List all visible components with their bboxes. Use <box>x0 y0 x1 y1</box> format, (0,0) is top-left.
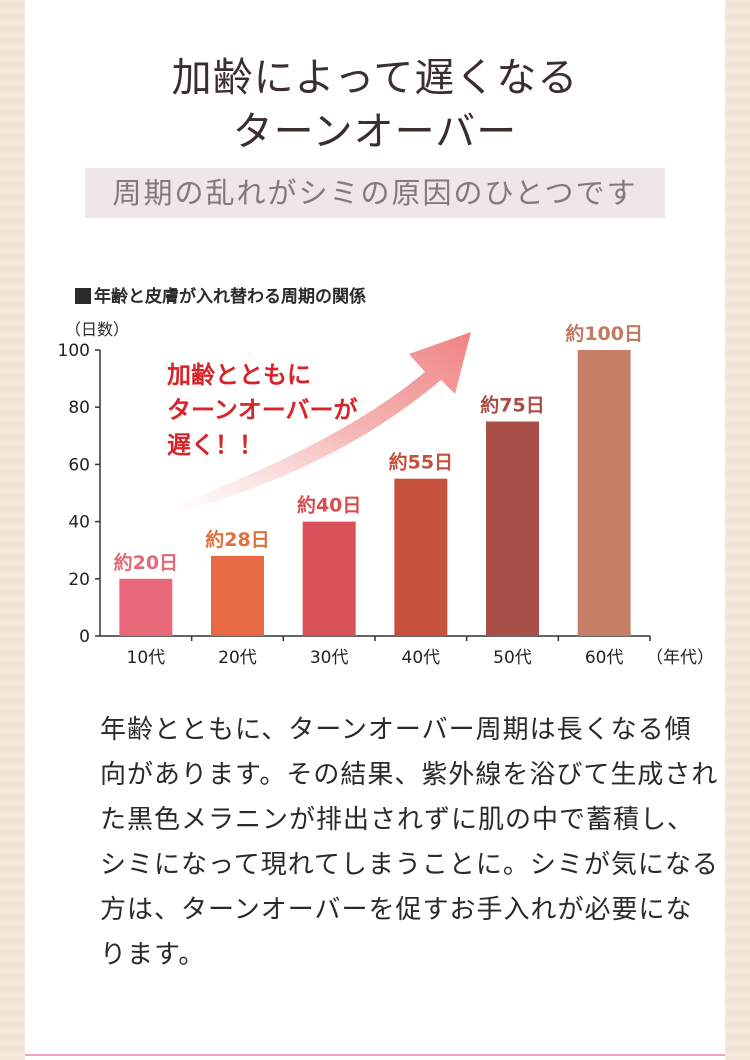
description-line: 年齢とともに、ターンオーバー周期は長くなる傾 <box>100 715 692 745</box>
x-tick-label: 10代 <box>127 648 166 668</box>
bar-40代 <box>394 478 448 636</box>
callout-line1: 加齢とともに <box>167 361 311 389</box>
bar-10代 <box>119 578 173 636</box>
page-title-line1: 加齢によって遅くなる <box>171 55 579 101</box>
description-text: 年齢とともに、ターンオーバー周期は長くなる傾 向があります。その結果、紫外線を浴… <box>100 708 719 978</box>
x-tick-label: 50代 <box>493 648 532 668</box>
x-tick-label: 20代 <box>218 648 257 668</box>
x-tick-label: 40代 <box>402 648 441 668</box>
data-label: 約20日 <box>114 551 178 574</box>
trend-arrow-icon <box>170 332 471 514</box>
x-tick-label: 30代 <box>310 648 349 668</box>
chart-title-text: 年齢と皮膚が入れ替わる周期の関係 <box>94 287 366 307</box>
y-tick-label: 40 <box>68 513 90 533</box>
page-title-line2: ターンオーバー <box>232 109 518 155</box>
bar-30代 <box>302 521 356 636</box>
data-label: 約100日 <box>565 322 643 345</box>
y-tick-label: 20 <box>68 570 90 590</box>
data-label: 約40日 <box>297 494 361 517</box>
bar-20代 <box>211 555 264 636</box>
description-line: ります。 <box>100 940 206 970</box>
subtitle-banner: 周期の乱れがシミの原因のひとつです <box>85 168 665 218</box>
right-background-strip <box>725 0 750 1060</box>
bar-60代 <box>577 350 631 636</box>
data-label: 約55日 <box>389 451 453 474</box>
description-line: 方は、ターンオーバーを促すお手入れが必要にな <box>100 895 693 925</box>
description-line: た黒色メラニンが排出されずに肌の中で蓄積し、 <box>100 805 695 835</box>
x-tick-label: 60代 <box>585 648 624 668</box>
left-background-strip <box>0 0 25 1060</box>
y-axis-unit: （日数） <box>65 320 130 339</box>
data-label: 約28日 <box>205 528 269 551</box>
y-tick-label: 60 <box>68 455 90 475</box>
description-line: シミになって現れてしまうことに。シミが気になる <box>100 850 719 880</box>
bottom-divider <box>25 1054 725 1056</box>
x-axis-unit: （年代） <box>646 648 714 668</box>
trend-callout: 加齢とともに ターンオーバーが 遅く！！ <box>167 358 358 463</box>
y-tick-label: 0 <box>79 627 90 647</box>
square-bullet-icon <box>75 288 91 304</box>
bar-50代 <box>486 421 539 636</box>
y-tick-label: 80 <box>68 398 90 418</box>
callout-line3: 遅く！！ <box>167 431 263 459</box>
data-label: 約75日 <box>480 394 544 417</box>
description-line: 向があります。その結果、紫外線を浴びて生成され <box>100 760 719 790</box>
chart-title: 年齢と皮膚が入れ替わる周期の関係 <box>75 282 366 307</box>
callout-line2: ターンオーバーが <box>167 396 358 424</box>
y-tick-label: 100 <box>58 341 90 361</box>
bar-chart: 0 20 40 60 80 100 約20日 10代 約28日 20代 約40日 30代 約55日 40代… <box>58 322 714 668</box>
